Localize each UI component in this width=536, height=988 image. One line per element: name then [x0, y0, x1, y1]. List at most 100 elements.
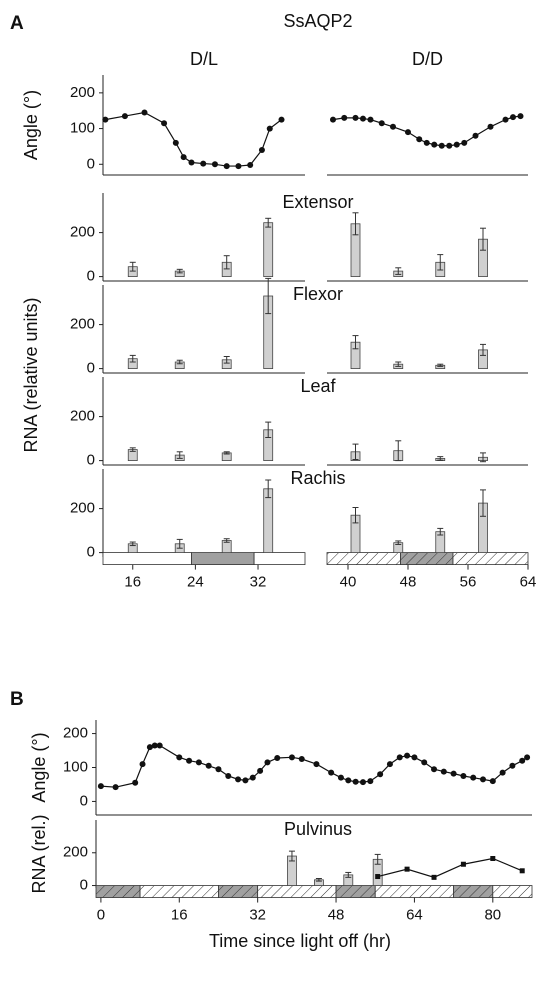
- error-bar: [288, 850, 295, 862]
- x-tick-label: 80: [484, 907, 501, 924]
- light-period-hatch: [400, 552, 453, 565]
- marker: [235, 163, 242, 170]
- error-bar: [480, 489, 486, 517]
- error-bar: [129, 541, 136, 547]
- marker: [352, 114, 359, 121]
- marker: [247, 162, 254, 168]
- marker: [487, 123, 494, 130]
- error-bar: [480, 343, 486, 356]
- light-period-hatch: [218, 885, 258, 898]
- marker: [386, 761, 393, 768]
- marker: [489, 778, 496, 785]
- marker: [205, 762, 212, 769]
- error-bar: [395, 267, 402, 275]
- y-tick-label: 0: [80, 792, 88, 809]
- marker: [180, 154, 187, 161]
- marker: [266, 125, 273, 132]
- y-tick-label: 200: [70, 500, 95, 517]
- marker: [242, 777, 249, 784]
- x-tick-label: 32: [249, 907, 266, 924]
- marker: [102, 116, 109, 123]
- error-bar: [265, 479, 272, 499]
- y-tick-label: 200: [70, 84, 95, 101]
- marker: [264, 759, 271, 766]
- marker: [141, 109, 148, 116]
- error-bar: [437, 363, 444, 367]
- marker: [195, 759, 202, 766]
- marker: [345, 777, 352, 784]
- marker: [258, 147, 265, 153]
- panel-title: Flexor: [293, 284, 343, 304]
- error-bar: [395, 361, 402, 367]
- light-period-hatch: [327, 552, 401, 565]
- error-bar: [480, 227, 486, 251]
- marker: [172, 139, 179, 146]
- panel-title: Rachis: [290, 468, 345, 488]
- marker: [453, 141, 460, 148]
- marker: [405, 129, 411, 136]
- error-bar: [176, 451, 183, 459]
- marker: [421, 759, 428, 766]
- marker: [313, 761, 320, 768]
- error-bar: [352, 443, 359, 460]
- marker: [278, 116, 285, 123]
- x-tick-label: 16: [124, 574, 141, 591]
- x-tick-label: 32: [250, 574, 267, 591]
- y-tick-label: 200: [70, 224, 95, 241]
- panel-label: A: [10, 13, 24, 34]
- marker: [502, 116, 509, 123]
- error-bar: [223, 356, 230, 364]
- error-bar: [352, 335, 359, 350]
- marker: [431, 874, 437, 880]
- error-bar: [437, 527, 444, 536]
- y-axis-label: RNA (relative units): [21, 297, 41, 452]
- marker: [215, 766, 222, 773]
- light-period-hatch: [453, 552, 528, 565]
- marker: [188, 159, 195, 166]
- marker: [470, 774, 477, 781]
- marker: [519, 868, 525, 874]
- marker: [378, 120, 385, 127]
- error-bar: [223, 538, 230, 543]
- y-axis-label: Angle (°): [29, 732, 49, 802]
- error-bar: [176, 538, 183, 549]
- light-period-hatch: [375, 885, 454, 898]
- y-tick-label: 0: [87, 360, 95, 377]
- line: [377, 857, 523, 878]
- error-bar: [315, 877, 322, 882]
- error-bar: [265, 421, 272, 438]
- error-bar: [352, 507, 359, 524]
- marker: [416, 136, 423, 143]
- light-period-hatch: [257, 885, 337, 898]
- marker: [404, 752, 411, 759]
- panel-title: Leaf: [300, 376, 336, 396]
- marker: [352, 778, 359, 785]
- y-tick-label: 0: [80, 877, 88, 894]
- marker: [186, 757, 193, 764]
- light-period-hatch: [140, 885, 219, 898]
- marker: [431, 141, 438, 148]
- error-bar: [395, 440, 402, 462]
- error-bar: [129, 354, 136, 363]
- error-bar: [129, 447, 136, 452]
- y-tick-label: 0: [87, 155, 95, 172]
- y-tick-label: 200: [70, 408, 95, 425]
- marker: [337, 774, 344, 781]
- bar: [263, 488, 274, 553]
- line: [100, 744, 528, 788]
- marker: [235, 776, 242, 783]
- marker: [161, 120, 168, 127]
- marker: [225, 772, 232, 779]
- marker: [460, 861, 466, 867]
- marker: [472, 132, 479, 139]
- y-axis-label: RNA (rel.): [29, 814, 49, 893]
- error-bar: [176, 268, 183, 274]
- marker: [97, 783, 104, 790]
- marker: [423, 139, 430, 146]
- marker: [176, 754, 183, 761]
- marker: [298, 756, 305, 763]
- x-tick-label: 56: [460, 574, 477, 591]
- marker: [490, 856, 496, 862]
- panel-title: Extensor: [282, 192, 353, 212]
- marker: [404, 866, 410, 872]
